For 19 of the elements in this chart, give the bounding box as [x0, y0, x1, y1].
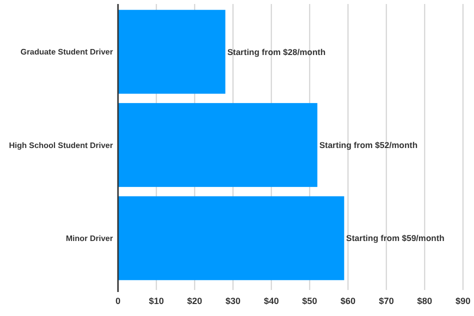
- x-tick-label: $30: [225, 296, 241, 306]
- x-tick-label: $80: [417, 296, 432, 306]
- x-tick-label: $90: [455, 296, 471, 306]
- data-label: Starting from $28/month: [227, 46, 326, 57]
- data-label: Starting from $52/month: [319, 140, 418, 150]
- x-tick-label: $70: [378, 296, 394, 306]
- x-tick-label: $40: [264, 296, 279, 306]
- x-tick-label: $10: [148, 296, 164, 306]
- y-tick-label: High School Student Driver: [8, 140, 113, 150]
- bar: [118, 10, 226, 94]
- y-tick-label: Graduate Student Driver: [20, 48, 113, 57]
- x-tick-label: $20: [187, 296, 202, 306]
- x-tick-label: 0: [115, 296, 121, 306]
- x-tick-label: $50: [302, 296, 318, 306]
- x-tick-label: $60: [340, 296, 356, 306]
- bar: [118, 196, 344, 280]
- bar: [118, 103, 318, 187]
- data-label: Starting from $59/month: [346, 233, 444, 244]
- y-tick-label: Minor Driver: [66, 234, 113, 243]
